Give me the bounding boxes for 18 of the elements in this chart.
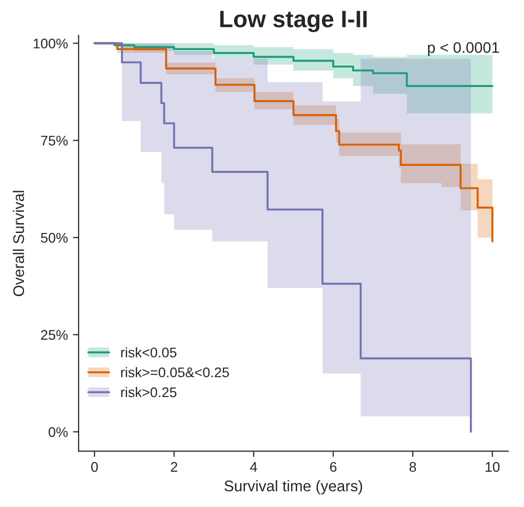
chart-title: Low stage I-II <box>220 10 367 32</box>
annotation: p < 0.0001 <box>428 42 499 56</box>
legend-label: risk<0.05 <box>121 347 176 358</box>
y-tick-label: 0% <box>48 427 68 437</box>
legend-label: risk>0.25 <box>121 386 176 398</box>
x-tick-label: 6 <box>330 462 336 472</box>
x-tick-label: 4 <box>250 462 258 472</box>
y-tick-label: 25% <box>41 330 68 340</box>
x-tick-label: 10 <box>486 462 500 472</box>
y-tick-label: 50% <box>40 232 68 243</box>
x-tick-label: 0 <box>91 462 98 472</box>
y-tick-label: 100% <box>34 38 68 48</box>
y-axis-title: Overall Survival <box>12 190 24 296</box>
x-tick-label: 8 <box>410 462 416 472</box>
x-axis-title: Survival time (years) <box>224 480 362 494</box>
x-tick-label: 2 <box>170 462 178 472</box>
y-tick-label: 75% <box>41 136 68 146</box>
legend-label: risk>=0.05&<0.25 <box>121 367 229 378</box>
